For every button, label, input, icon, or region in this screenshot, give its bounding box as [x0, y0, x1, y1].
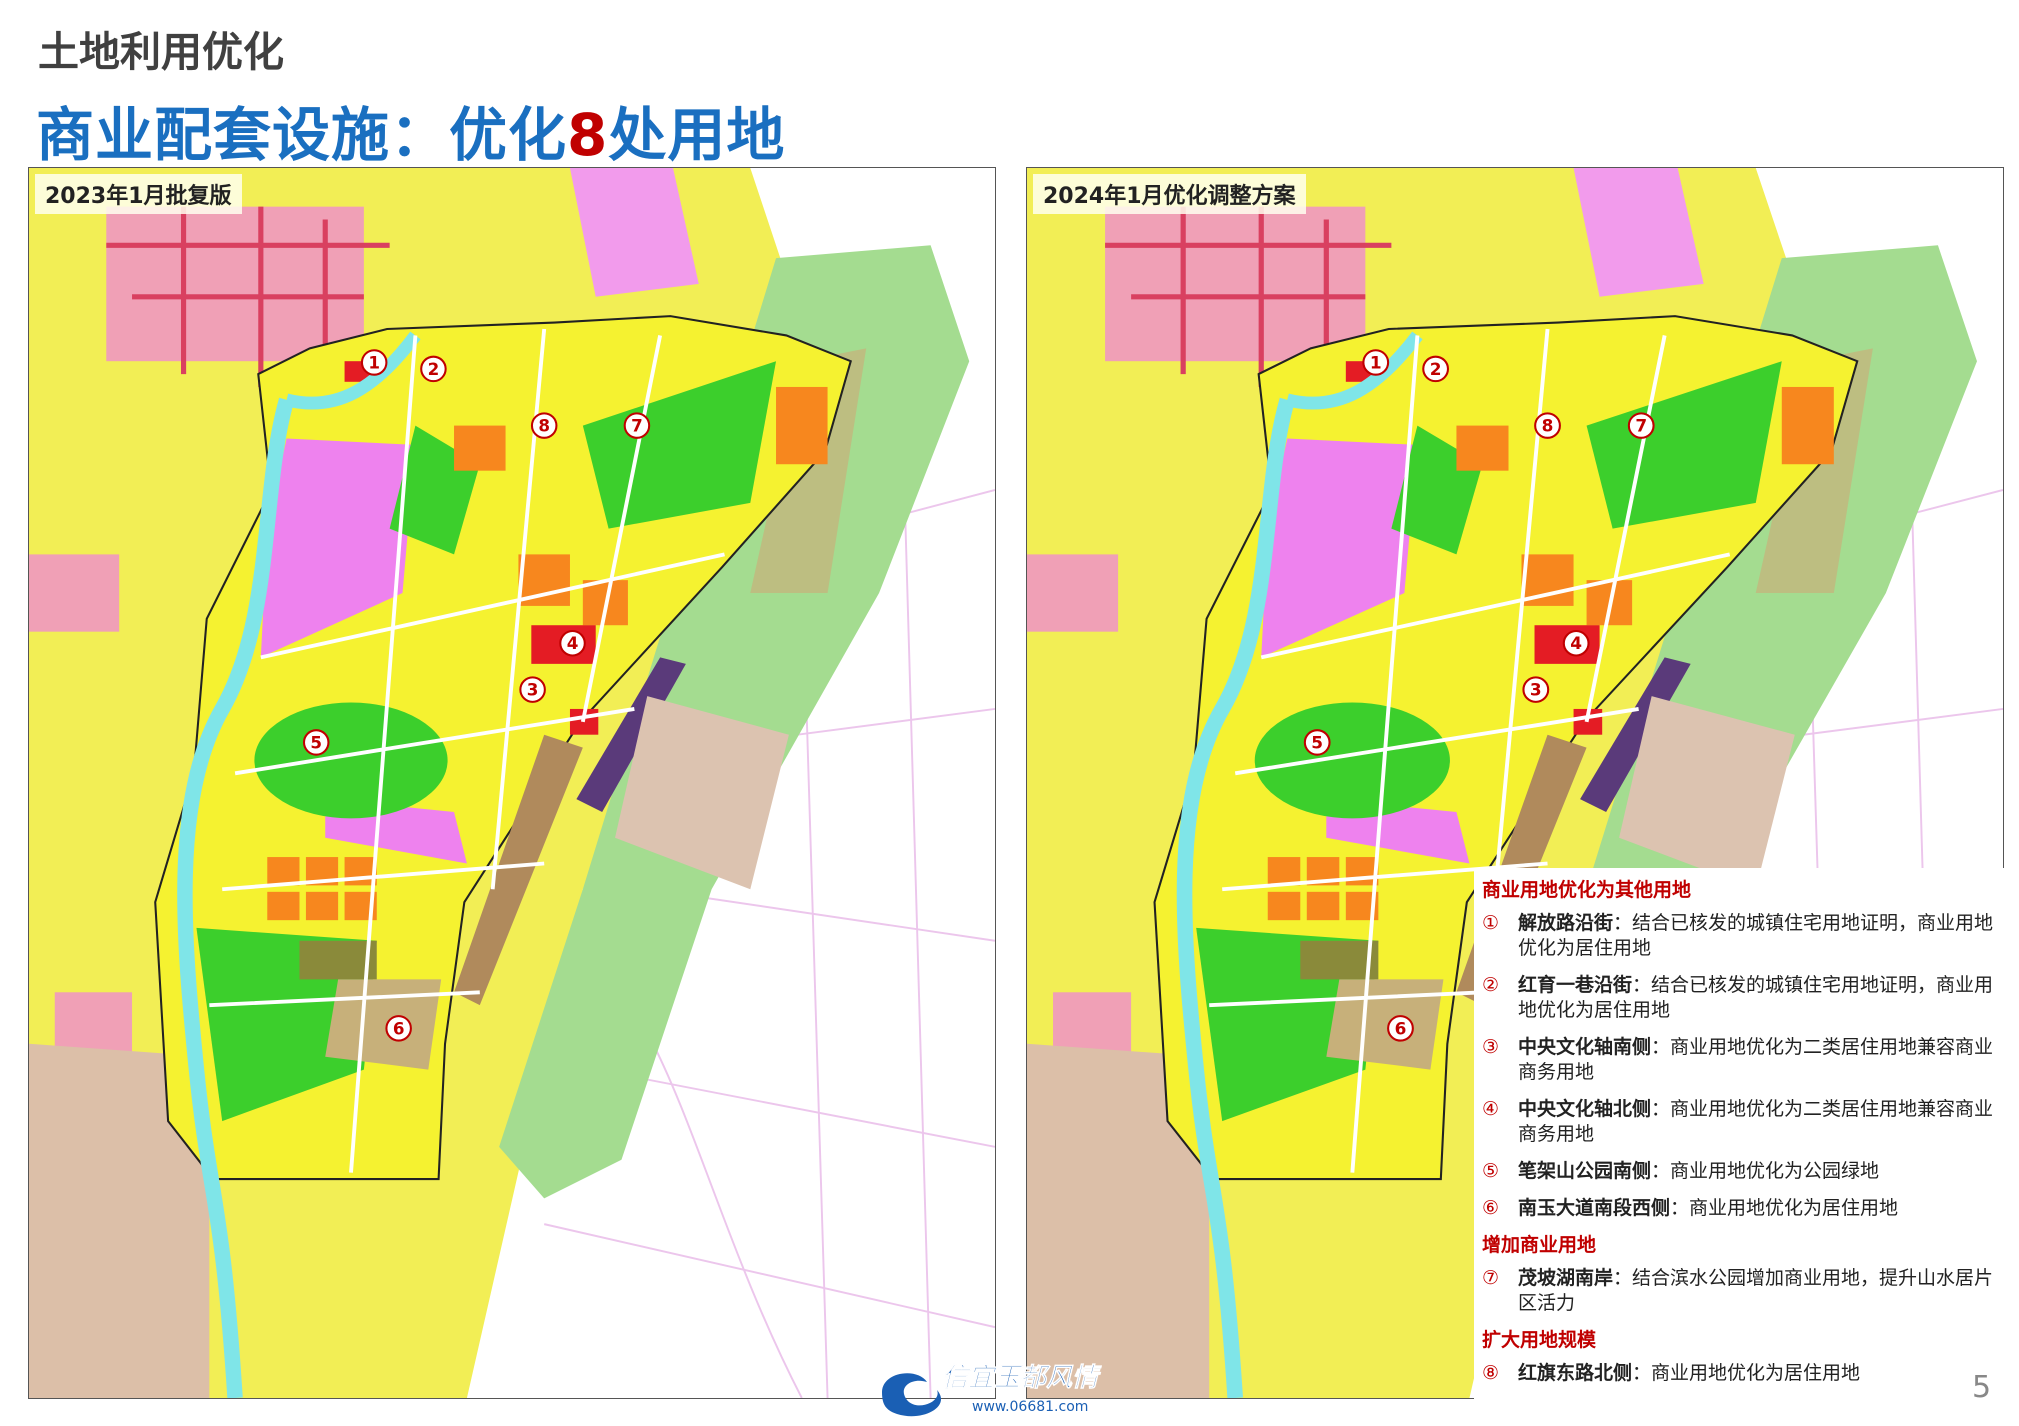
marker-circle [1362, 349, 1390, 376]
legend-number: ② [1482, 974, 1500, 996]
legend-name: 红旗东路北侧 [1518, 1362, 1633, 1384]
marker-circle [519, 676, 546, 703]
page-title: 商业配套设施：优化8处用地 [36, 88, 785, 172]
legend-number: ⑥ [1482, 1197, 1500, 1219]
legend-item: ⑧ 红旗东路北侧：商业用地优化为居住用地 [1482, 1361, 2000, 1386]
marker-circle [530, 412, 558, 439]
marker-circle [623, 412, 651, 439]
legend-number: ① [1482, 912, 1500, 934]
legend-text: 茂坡湖南岸：结合滨水公园增加商业用地，提升山水居片区活力 [1518, 1266, 2000, 1316]
legend-number: ④ [1482, 1098, 1500, 1120]
map-panel: 1 2 8 7 4 3 5 6 2023年1月批复版 [28, 167, 996, 1399]
watermark: 信宜玉都风情 www.06681.com [882, 1363, 1102, 1417]
legend-desc: ：商业用地优化为居住用地 [1670, 1197, 1899, 1219]
watermark-logo [882, 1373, 942, 1417]
marker-circle [1534, 412, 1561, 439]
legend-name: 中央文化轴南侧 [1518, 1036, 1652, 1058]
marker-number: 4 [1570, 633, 1582, 653]
legend-text: 中央文化轴北侧：商业用地优化为二类居住用地兼容商业商务用地 [1518, 1097, 2000, 1147]
marker-number: 1 [368, 352, 380, 372]
legend-item: ② 红育一巷沿街：结合已核发的城镇住宅用地证明，商业用地优化为居住用地 [1482, 973, 2000, 1023]
legend-heading: 增加商业用地 [1482, 1234, 1597, 1256]
legend-name: 中央文化轴北侧 [1518, 1098, 1652, 1120]
legend-item: ⑤ 笔架山公园南侧：商业用地优化为公园绿地 [1482, 1159, 2000, 1184]
legend-desc: ：商业用地优化为居住用地 [1632, 1362, 1861, 1384]
marker-number: 7 [1635, 416, 1647, 436]
marker-number: 6 [393, 1018, 405, 1038]
marker-circle [1387, 1015, 1414, 1042]
legend-desc: ：商业用地优化为二类居住用地兼容商业商务用地 [1518, 1098, 1994, 1145]
marker-circle [1562, 629, 1590, 657]
marker-circle [302, 729, 330, 756]
watermark-brand: 信宜玉都风情 [942, 1363, 1102, 1393]
legend-item: ⑦ 茂坡湖南岸：结合滨水公园增加商业用地，提升山水居片区活力 [1482, 1266, 2000, 1316]
legend-number: ⑧ [1482, 1362, 1500, 1384]
marker-number: 3 [527, 680, 539, 700]
legend-name: 笔架山公园南侧 [1518, 1160, 1652, 1182]
marker-circle [385, 1015, 412, 1042]
legend-heading: 商业用地优化为其他用地 [1482, 879, 1692, 901]
legend-item: ④ 中央文化轴北侧：商业用地优化为二类居住用地兼容商业商务用地 [1482, 1097, 2000, 1147]
watermark-url: www.06681.com [972, 1399, 1088, 1415]
legend-text: 中央文化轴南侧：商业用地优化为二类居住用地兼容商业商务用地 [1518, 1035, 2000, 1085]
map: 1 2 8 7 4 3 5 6 [1027, 168, 2003, 1398]
marker-number: 8 [1542, 416, 1554, 436]
legend-text: 笔架山公园南侧：商业用地优化为公园绿地 [1518, 1159, 1879, 1184]
map: 1 2 8 7 4 3 5 6 [29, 168, 995, 1398]
marker-circle [1422, 355, 1450, 383]
legend-name: 茂坡湖南岸 [1518, 1267, 1614, 1289]
legend-desc: ：商业用地优化为公园绿地 [1651, 1160, 1880, 1182]
legend-name: 红育一巷沿街 [1518, 974, 1633, 996]
legend-text: 解放路沿街：结合已核发的城镇住宅用地证明，商业用地优化为居住用地 [1518, 911, 2000, 961]
legend-number: ⑦ [1482, 1267, 1500, 1289]
page-number: 5 [1972, 1370, 1992, 1405]
marker-circle [360, 349, 388, 376]
marker-number: 8 [538, 416, 550, 436]
marker-number: 1 [1370, 353, 1382, 373]
marker-circle [1303, 729, 1331, 756]
marker-circle [420, 355, 447, 383]
legend-name: 解放路沿街 [1518, 912, 1614, 934]
marker-number: 5 [310, 732, 322, 752]
title-number: 8 [567, 101, 609, 169]
marker-number: 2 [1430, 359, 1442, 379]
legend: 商业用地优化为其他用地 ① 解放路沿街：结合已核发的城镇住宅用地证明，商业用地优化为… [1474, 868, 2006, 1406]
marker-number: 6 [1395, 1018, 1407, 1038]
legend-desc: ：商业用地优化为二类居住用地兼容商业商务用地 [1518, 1036, 1994, 1083]
marker-number: 5 [1311, 732, 1323, 752]
marker-circle [1522, 676, 1550, 703]
legend-item: ① 解放路沿街：结合已核发的城镇住宅用地证明，商业用地优化为居住用地 [1482, 911, 2000, 961]
map-label: 2024年1月优化调整方案 [1033, 174, 1306, 214]
marker-number: 4 [567, 633, 579, 653]
marker-circle [559, 629, 586, 657]
map-label: 2023年1月批复版 [35, 174, 242, 214]
title-suffix: 处用地 [608, 101, 786, 169]
legend-name: 南玉大道南段西侧 [1518, 1197, 1671, 1219]
marker-number: 2 [428, 359, 440, 379]
legend-number: ⑤ [1482, 1160, 1500, 1182]
legend-text: 南玉大道南段西侧：商业用地优化为居住用地 [1518, 1196, 1898, 1221]
legend-desc: ：结合滨水公园增加商业用地，提升山水居片区活力 [1518, 1267, 1994, 1314]
legend-item: ③ 中央文化轴南侧：商业用地优化为二类居住用地兼容商业商务用地 [1482, 1035, 2000, 1085]
legend-desc: ：结合已核发的城镇住宅用地证明，商业用地优化为居住用地 [1518, 974, 1994, 1021]
legend-text: 红旗东路北侧：商业用地优化为居住用地 [1518, 1361, 1860, 1386]
legend-heading: 扩大用地规模 [1482, 1329, 1597, 1351]
legend-desc: ：结合已核发的城镇住宅用地证明，商业用地优化为居住用地 [1518, 912, 1994, 959]
marker-number: 7 [631, 416, 643, 436]
legend-text: 红育一巷沿街：结合已核发的城镇住宅用地证明，商业用地优化为居住用地 [1518, 973, 2000, 1023]
legend-number: ③ [1482, 1036, 1500, 1058]
title-prefix: 商业配套设施：优化 [36, 101, 568, 169]
marker-number: 3 [1530, 680, 1542, 700]
legend-item: ⑥ 南玉大道南段西侧：商业用地优化为居住用地 [1482, 1196, 2000, 1221]
marker-circle [1627, 412, 1655, 439]
section-title: 土地利用优化 [38, 28, 284, 76]
